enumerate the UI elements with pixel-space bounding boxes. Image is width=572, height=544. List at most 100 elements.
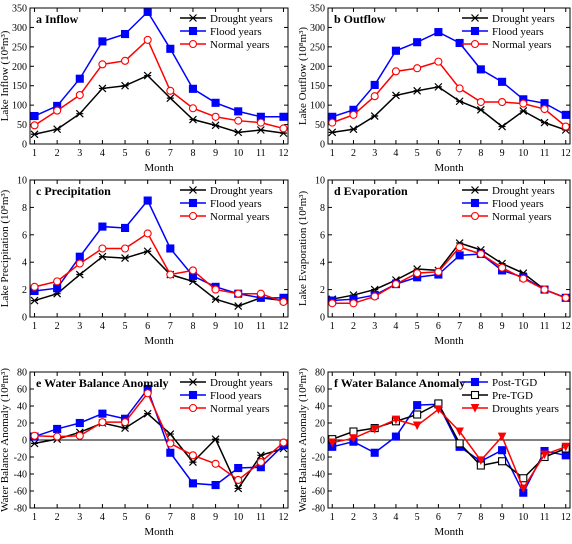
x-tick-label: 4 xyxy=(393,512,398,523)
data-point xyxy=(188,104,197,113)
data-point xyxy=(234,302,243,310)
y-tick-label: 80 xyxy=(315,368,325,379)
data-point xyxy=(498,446,507,455)
data-point xyxy=(349,110,358,119)
data-point xyxy=(234,289,243,298)
legend-label: Droughts years xyxy=(492,403,559,415)
x-tick-label: 3 xyxy=(372,512,377,523)
data-point xyxy=(370,80,379,89)
x-axis-label: Month xyxy=(144,162,174,174)
x-tick-label: 8 xyxy=(190,148,195,159)
data-point xyxy=(476,249,485,259)
series-normal-years xyxy=(328,57,570,131)
data-point xyxy=(234,128,243,137)
data-point xyxy=(121,81,129,90)
y-tick-label: 0 xyxy=(320,436,325,447)
legend-marker xyxy=(471,14,479,22)
legend-label: Flood years xyxy=(492,198,544,210)
data-point xyxy=(211,285,220,294)
legend-marker xyxy=(470,377,480,387)
series-line xyxy=(34,74,284,136)
y-tick-label: 0 xyxy=(22,436,27,447)
plot-frame xyxy=(29,179,289,318)
y-tick-label: 10 xyxy=(315,176,325,187)
legend-marker xyxy=(188,403,198,413)
data-point xyxy=(391,415,401,425)
x-tick-label: 7 xyxy=(168,148,173,159)
legend-marker xyxy=(189,186,197,194)
x-tick-label: 3 xyxy=(372,148,377,159)
y-tick-label: 40 xyxy=(315,402,325,413)
series-line xyxy=(332,408,567,491)
legend-label: Pre-TGD xyxy=(492,390,533,402)
data-point xyxy=(234,484,243,493)
data-point xyxy=(455,84,464,93)
data-point xyxy=(53,284,62,293)
x-tick-label: 11 xyxy=(540,321,550,332)
data-point xyxy=(53,106,62,115)
legend-label: Flood years xyxy=(210,26,262,38)
data-point xyxy=(455,243,464,252)
x-tick-label: 9 xyxy=(213,148,218,159)
x-axis-label: Month xyxy=(144,335,174,347)
x-tick-label: 5 xyxy=(415,148,420,159)
series-normal-years xyxy=(328,243,570,308)
x-tick-label: 8 xyxy=(478,321,483,332)
data-point xyxy=(455,439,464,448)
data-point xyxy=(188,479,197,488)
x-tick-label: 6 xyxy=(145,148,150,159)
legend-label: Flood years xyxy=(492,26,544,38)
data-point xyxy=(189,115,197,124)
y-tick-label: 60 xyxy=(315,385,325,396)
series-normal-years xyxy=(30,229,288,306)
x-tick-label: 7 xyxy=(457,512,462,523)
data-point xyxy=(434,405,443,415)
data-point xyxy=(519,274,528,283)
data-point xyxy=(413,410,422,419)
data-point xyxy=(391,67,400,76)
data-point xyxy=(370,448,379,457)
x-tick-label: 1 xyxy=(330,321,335,332)
data-point xyxy=(75,109,84,118)
data-point xyxy=(53,424,62,434)
data-point xyxy=(391,46,400,55)
panel-title: d Evaporation xyxy=(334,184,408,198)
x-tick-label: 8 xyxy=(478,148,483,159)
y-tick-label: 0 xyxy=(22,140,27,151)
data-point xyxy=(143,7,152,16)
y-tick-label: 250 xyxy=(12,42,27,53)
data-point xyxy=(561,122,570,131)
x-tick-label: 4 xyxy=(100,321,105,332)
series-line xyxy=(332,242,567,300)
legend-label: Drought years xyxy=(492,185,555,197)
x-tick-label: 11 xyxy=(256,512,266,523)
data-point xyxy=(188,451,197,460)
x-tick-label: 7 xyxy=(168,321,173,332)
y-axis-label: Lake Inflow (10⁸m³) xyxy=(0,30,11,121)
data-point xyxy=(121,29,130,39)
data-point xyxy=(211,112,220,121)
x-tick-label: 1 xyxy=(330,148,335,159)
x-axis-label: Month xyxy=(434,162,464,174)
x-tick-label: 11 xyxy=(256,321,266,332)
data-point xyxy=(234,116,243,125)
series-drought-years xyxy=(30,71,288,139)
x-tick-label: 9 xyxy=(500,148,505,159)
data-point xyxy=(349,299,358,308)
data-point xyxy=(370,112,379,120)
panel-title: f Water Balance Anomaly xyxy=(334,376,465,390)
data-point xyxy=(455,251,464,260)
legend-marker xyxy=(470,39,480,49)
x-tick-label: 6 xyxy=(436,512,441,523)
data-point xyxy=(561,451,570,460)
data-point xyxy=(540,285,549,294)
data-point xyxy=(256,451,265,460)
data-point xyxy=(413,64,422,73)
x-tick-label: 4 xyxy=(100,148,105,159)
data-point xyxy=(143,35,152,44)
data-point xyxy=(121,223,130,232)
data-point xyxy=(75,74,84,83)
y-axis-label: Lake Outflow (10⁸m³) xyxy=(297,27,309,125)
data-point xyxy=(166,270,175,279)
